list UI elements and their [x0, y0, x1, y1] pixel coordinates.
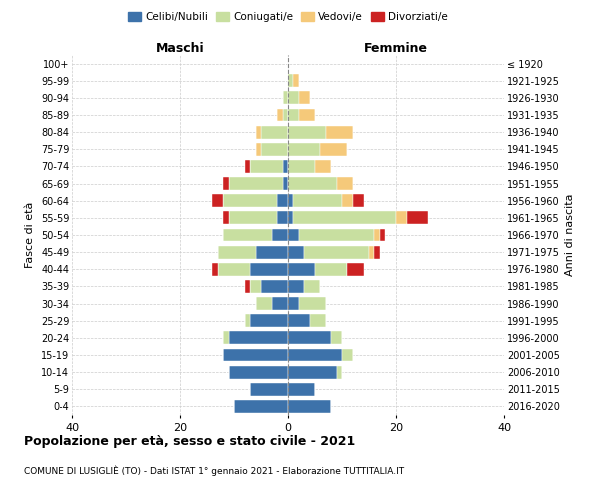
Bar [315, 160, 331, 173]
Legend: Celibi/Nubili, Coniugati/e, Vedovi/e, Divorziati/e: Celibi/Nubili, Coniugati/e, Vedovi/e, Di… [127, 10, 449, 24]
Bar [218, 263, 250, 276]
Bar [245, 314, 250, 327]
Bar [229, 177, 283, 190]
Bar [234, 400, 288, 413]
Bar [288, 263, 315, 276]
Bar [304, 280, 320, 293]
Bar [272, 228, 288, 241]
Bar [283, 92, 288, 104]
Bar [223, 194, 277, 207]
Bar [212, 194, 223, 207]
Bar [250, 263, 288, 276]
Bar [250, 314, 288, 327]
Bar [293, 74, 299, 87]
Bar [277, 212, 288, 224]
Bar [337, 177, 353, 190]
Bar [229, 366, 288, 378]
Bar [223, 177, 229, 190]
Y-axis label: Fasce di età: Fasce di età [25, 202, 35, 268]
Bar [288, 212, 293, 224]
Bar [288, 92, 299, 104]
Bar [315, 263, 347, 276]
Y-axis label: Anni di nascita: Anni di nascita [565, 194, 575, 276]
Bar [380, 228, 385, 241]
Bar [288, 314, 310, 327]
Text: COMUNE DI LUSIGLIÈ (TO) - Dati ISTAT 1° gennaio 2021 - Elaborazione TUTTITALIA.I: COMUNE DI LUSIGLIÈ (TO) - Dati ISTAT 1° … [24, 465, 404, 475]
Bar [223, 348, 288, 362]
Bar [288, 194, 293, 207]
Bar [288, 348, 342, 362]
Bar [272, 297, 288, 310]
Bar [374, 228, 380, 241]
Bar [277, 108, 283, 122]
Bar [288, 143, 320, 156]
Bar [288, 280, 304, 293]
Bar [256, 143, 261, 156]
Bar [218, 246, 256, 258]
Bar [331, 332, 342, 344]
Bar [250, 160, 283, 173]
Bar [288, 126, 326, 138]
Bar [245, 280, 250, 293]
Bar [283, 108, 288, 122]
Bar [342, 194, 353, 207]
Bar [288, 108, 299, 122]
Bar [396, 212, 407, 224]
Bar [288, 160, 315, 173]
Bar [293, 212, 396, 224]
Bar [223, 228, 272, 241]
Bar [229, 212, 277, 224]
Text: Femmine: Femmine [364, 42, 428, 55]
Text: Maschi: Maschi [155, 42, 205, 55]
Bar [310, 314, 326, 327]
Bar [223, 212, 229, 224]
Bar [299, 228, 374, 241]
Bar [250, 383, 288, 396]
Bar [256, 297, 272, 310]
Bar [288, 228, 299, 241]
Text: Popolazione per età, sesso e stato civile - 2021: Popolazione per età, sesso e stato civil… [24, 435, 355, 448]
Bar [229, 332, 288, 344]
Bar [288, 400, 331, 413]
Bar [337, 366, 342, 378]
Bar [288, 297, 299, 310]
Bar [320, 143, 347, 156]
Bar [283, 177, 288, 190]
Bar [245, 160, 250, 173]
Bar [299, 92, 310, 104]
Bar [374, 246, 380, 258]
Bar [261, 143, 288, 156]
Bar [283, 160, 288, 173]
Bar [353, 194, 364, 207]
Bar [212, 263, 218, 276]
Bar [407, 212, 428, 224]
Bar [256, 126, 261, 138]
Bar [369, 246, 374, 258]
Bar [256, 246, 288, 258]
Bar [277, 194, 288, 207]
Bar [288, 246, 304, 258]
Bar [347, 263, 364, 276]
Bar [261, 126, 288, 138]
Bar [288, 366, 337, 378]
Bar [223, 332, 229, 344]
Bar [288, 177, 337, 190]
Bar [299, 297, 326, 310]
Bar [288, 332, 331, 344]
Bar [288, 383, 315, 396]
Bar [288, 74, 293, 87]
Bar [293, 194, 342, 207]
Bar [304, 246, 369, 258]
Bar [342, 348, 353, 362]
Bar [250, 280, 261, 293]
Bar [261, 280, 288, 293]
Bar [299, 108, 315, 122]
Bar [326, 126, 353, 138]
